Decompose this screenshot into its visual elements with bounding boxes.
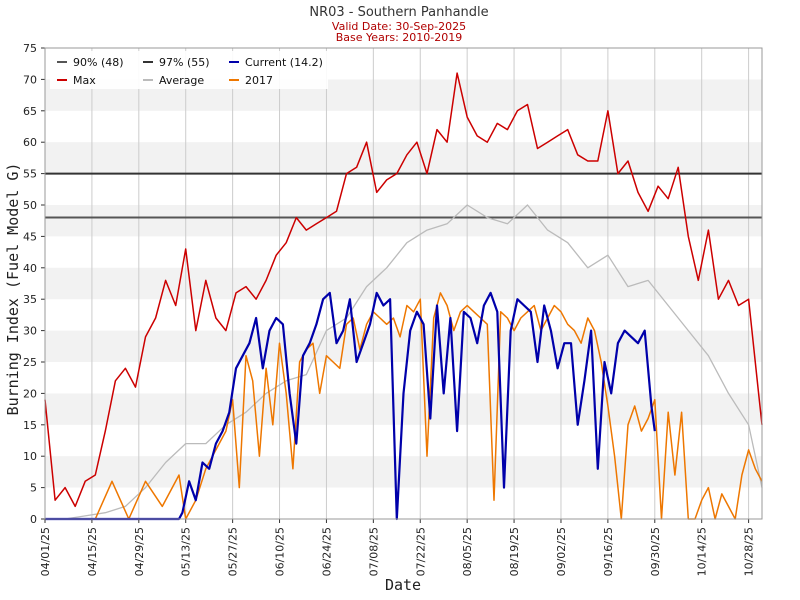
y-tick-label: 35 [23, 293, 37, 306]
y-tick-label: 40 [23, 262, 37, 275]
y-tick-label: 55 [23, 168, 37, 181]
series-line-current-14-2 [45, 291, 656, 521]
y-tick-label: 70 [23, 73, 37, 86]
legend: 90% (48) 97% (55) Current (14.2) Max Average… [50, 51, 328, 89]
y-axis-title: Burning Index (Fuel Model G) [4, 163, 22, 416]
x-tick-label: 07/22/25 [414, 527, 427, 576]
grid-band [45, 205, 762, 237]
x-tick-label: 05/27/25 [227, 527, 240, 576]
grid-band [45, 142, 762, 174]
y-tick-label: 20 [23, 387, 37, 400]
x-tick-label: 09/30/25 [649, 527, 662, 576]
x-tick-label: 09/16/25 [602, 527, 615, 576]
legend-label-90-48: 90% (48) [73, 56, 124, 69]
x-tick-label: 10/28/25 [743, 527, 756, 576]
y-tick-label: 50 [23, 199, 37, 212]
y-tick-label: 10 [23, 450, 37, 463]
y-tick-label: 5 [30, 482, 37, 495]
y-tick-label: 45 [23, 230, 37, 243]
x-tick-label: 07/08/25 [367, 527, 380, 576]
y-tick-label: 60 [23, 136, 37, 149]
legend-box [50, 51, 328, 89]
x-tick-label: 04/15/25 [86, 527, 99, 576]
x-tick-label: 06/10/25 [274, 527, 287, 576]
chart-subtitle-base-years: Base Years: 2010-2019 [336, 31, 462, 44]
legend-label-max: Max [73, 74, 96, 87]
y-tick-label: 65 [23, 105, 37, 118]
axes: 04/01/25 04/15/25 04/29/25 05/13/25 05/27/25… [23, 42, 763, 576]
y-tick-label: 0 [30, 513, 37, 526]
x-tick-label: 09/02/25 [555, 527, 568, 576]
x-tick-label: 08/05/25 [461, 527, 474, 576]
grid-band [45, 456, 762, 488]
legend-label-2017: 2017 [245, 74, 273, 87]
x-tick-label: 10/14/25 [696, 527, 709, 576]
legend-label-current-14-2: Current (14.2) [245, 56, 323, 69]
x-tick-label: 05/13/25 [180, 527, 193, 576]
y-tick-label: 25 [23, 356, 37, 369]
series-layer [44, 72, 763, 521]
chart-title: NR03 - Southern Panhandle [309, 5, 488, 20]
chart-subtitle-valid-date: Valid Date: 30-Sep-2025 [332, 20, 466, 33]
legend-label-97-55: 97% (55) [159, 56, 210, 69]
y-tick-label: 75 [23, 42, 37, 55]
series-line-2017 [45, 292, 763, 520]
x-axis-title: Date [385, 576, 421, 594]
legend-label-average: Average [159, 74, 204, 87]
series-line-max [44, 72, 763, 508]
series-line-average [45, 204, 763, 520]
x-tick-label: 06/24/25 [320, 527, 333, 576]
x-tick-label: 04/29/25 [133, 527, 146, 576]
threshold-lines [45, 172, 762, 219]
y-tick-label: 30 [23, 325, 37, 338]
x-tick-label: 08/19/25 [508, 527, 521, 576]
plot-frame [44, 47, 763, 520]
y-tick-label: 15 [23, 419, 37, 432]
x-tick-label: 04/01/25 [39, 527, 52, 576]
